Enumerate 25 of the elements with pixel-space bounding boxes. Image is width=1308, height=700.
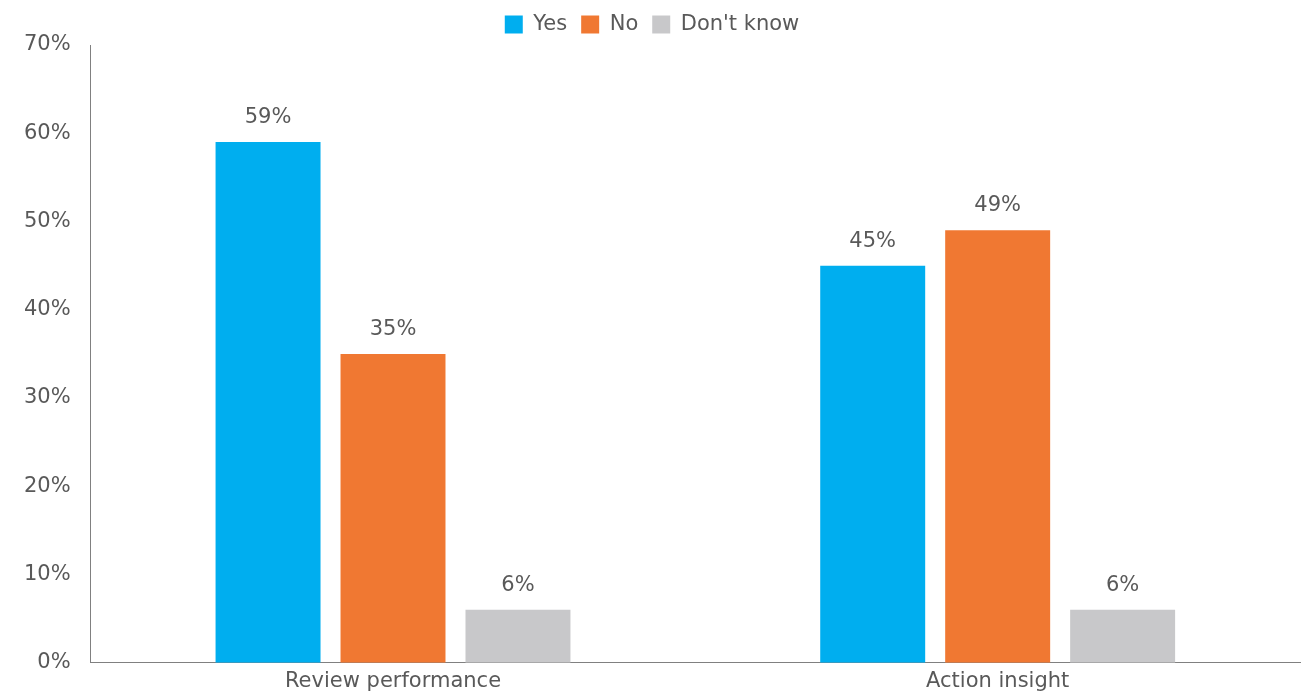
bar xyxy=(945,230,1051,663)
y-tick-label: 20% xyxy=(23,472,71,497)
legend-label: Yes xyxy=(532,10,568,35)
y-tick-label: 70% xyxy=(23,31,71,56)
bar xyxy=(820,265,926,663)
legend-label: Don't know xyxy=(680,10,800,35)
y-tick-label: 30% xyxy=(23,384,71,409)
legend-label: No xyxy=(609,10,639,35)
data-label: 49% xyxy=(974,192,1022,217)
bar xyxy=(215,142,321,663)
data-label: 35% xyxy=(369,315,417,340)
y-tick-label: 0% xyxy=(37,649,71,674)
y-tick-label: 40% xyxy=(23,296,71,321)
bar xyxy=(340,353,446,663)
y-tick-label: 10% xyxy=(23,561,71,585)
data-label: 45% xyxy=(849,227,897,252)
y-tick-label: 60% xyxy=(23,119,71,144)
bar xyxy=(465,609,571,663)
data-label: 6% xyxy=(1105,571,1140,596)
x-tick-label: Action insight xyxy=(926,667,1070,692)
bar xyxy=(1070,609,1176,663)
data-label: 6% xyxy=(501,571,535,596)
data-label: 59% xyxy=(244,104,292,129)
x-tick-label: Review performance xyxy=(284,667,502,692)
y-tick-label: 50% xyxy=(23,207,71,232)
